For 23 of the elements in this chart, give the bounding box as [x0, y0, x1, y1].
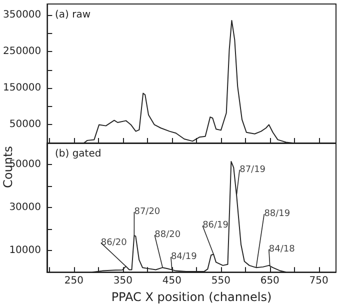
- y-tick-label: 350000: [2, 9, 42, 20]
- x-axis-title: PPAC X position (channels): [111, 290, 272, 304]
- y-tick-label: 250000: [2, 46, 42, 58]
- y-tick-label: 10000: [9, 245, 41, 256]
- annotation: 87/20: [134, 207, 160, 218]
- text: (b) gated: [55, 148, 102, 160]
- x-tick-label: 550: [211, 276, 230, 287]
- annotation: 86/19: [202, 220, 229, 231]
- annotation: 87/19: [240, 164, 266, 175]
- text: (a) raw: [55, 10, 91, 20]
- y-tick-label: 150000: [2, 82, 42, 94]
- annotation: 86/20: [100, 238, 128, 248]
- x-tick-label: 450: [162, 276, 182, 287]
- x-tick-label: 350: [113, 276, 132, 287]
- y-tick-label: 30000: [9, 202, 41, 214]
- x-tick-label: 650: [260, 276, 280, 287]
- annotation: 88/19: [264, 209, 290, 220]
- x-tick-label: 750: [309, 276, 328, 287]
- annotation: 84/18: [268, 244, 296, 254]
- y-tick-label: 50000: [9, 119, 42, 130]
- annotation: 84/19: [170, 252, 198, 262]
- annotation: 88/20: [154, 230, 181, 240]
- x-tick-label: 250: [64, 276, 84, 287]
